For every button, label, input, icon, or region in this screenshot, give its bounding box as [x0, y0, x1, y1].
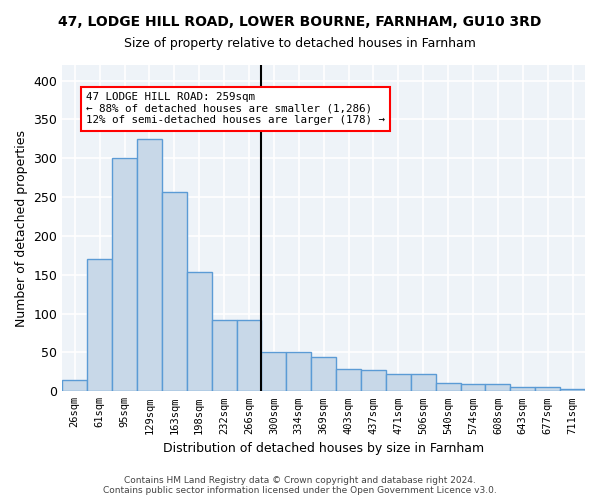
Bar — [511, 388, 535, 392]
Bar — [386, 374, 411, 392]
Bar — [436, 383, 461, 392]
Text: Contains HM Land Registry data © Crown copyright and database right 2024.
Contai: Contains HM Land Registry data © Crown c… — [103, 476, 497, 495]
Bar — [361, 370, 386, 392]
Bar — [236, 320, 262, 392]
Text: 47 LODGE HILL ROAD: 259sqm
← 88% of detached houses are smaller (1,286)
12% of s: 47 LODGE HILL ROAD: 259sqm ← 88% of deta… — [86, 92, 385, 126]
Y-axis label: Number of detached properties: Number of detached properties — [15, 130, 28, 326]
Bar — [87, 259, 112, 392]
Bar — [461, 384, 485, 392]
Bar — [535, 388, 560, 392]
Text: Size of property relative to detached houses in Farnham: Size of property relative to detached ho… — [124, 38, 476, 51]
Bar — [336, 369, 361, 392]
X-axis label: Distribution of detached houses by size in Farnham: Distribution of detached houses by size … — [163, 442, 484, 455]
Bar — [187, 272, 212, 392]
Bar — [560, 389, 585, 392]
Bar — [112, 158, 137, 392]
Bar — [137, 139, 162, 392]
Bar — [485, 384, 511, 392]
Bar — [162, 192, 187, 392]
Bar — [311, 357, 336, 392]
Text: 47, LODGE HILL ROAD, LOWER BOURNE, FARNHAM, GU10 3RD: 47, LODGE HILL ROAD, LOWER BOURNE, FARNH… — [58, 15, 542, 29]
Bar — [62, 380, 87, 392]
Bar — [262, 352, 286, 392]
Bar — [411, 374, 436, 392]
Bar — [286, 352, 311, 392]
Bar — [212, 320, 236, 392]
